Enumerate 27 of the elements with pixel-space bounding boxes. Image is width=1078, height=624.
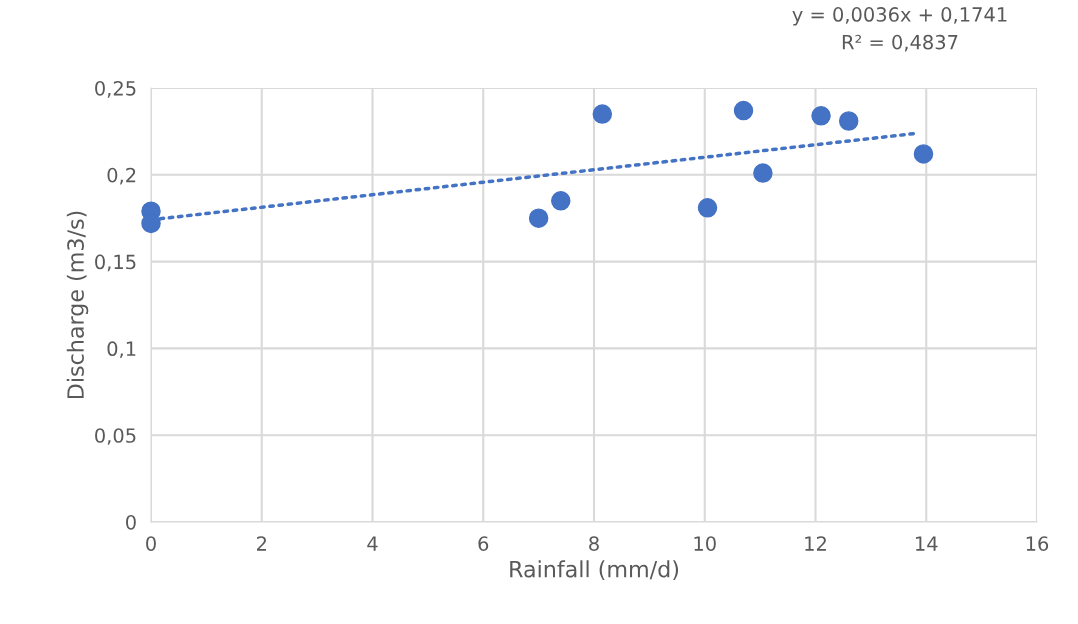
x-tick-label: 6 [478, 536, 489, 551]
x-tick-label: 4 [367, 536, 378, 551]
text: y = 0,0036x + 0,1741 R² = 0,4837 [792, 7, 1007, 52]
x-tick-label: 14 [916, 536, 938, 551]
y-tick-label: 0 [126, 514, 136, 530]
y-tick-label: 0,25 [95, 80, 136, 98]
y-tick-label: 0,2 [107, 167, 136, 185]
x-tick-label: 12 [805, 536, 826, 551]
y-tick-label: 0,05 [95, 428, 136, 445]
point [913, 144, 934, 164]
point [528, 208, 549, 228]
point [733, 100, 754, 121]
point [697, 198, 718, 218]
point [753, 163, 773, 183]
x-tick-label: 0 [146, 536, 156, 551]
x-tick-label: 10 [694, 536, 716, 551]
x-tick-label: 2 [256, 536, 266, 551]
x-axis-title: Rainfall (mm/d) [510, 560, 679, 581]
x-tick-label: 8 [589, 536, 599, 551]
y-tick-label: 0,1 [107, 341, 136, 359]
y-axis-title: Discharge (m3/s) [66, 211, 89, 399]
point [838, 111, 859, 131]
point [811, 106, 831, 126]
y-tick-label: 0,15 [95, 254, 136, 272]
point [592, 104, 613, 124]
point [551, 191, 571, 211]
x-tick-label: 16 [1026, 536, 1049, 551]
